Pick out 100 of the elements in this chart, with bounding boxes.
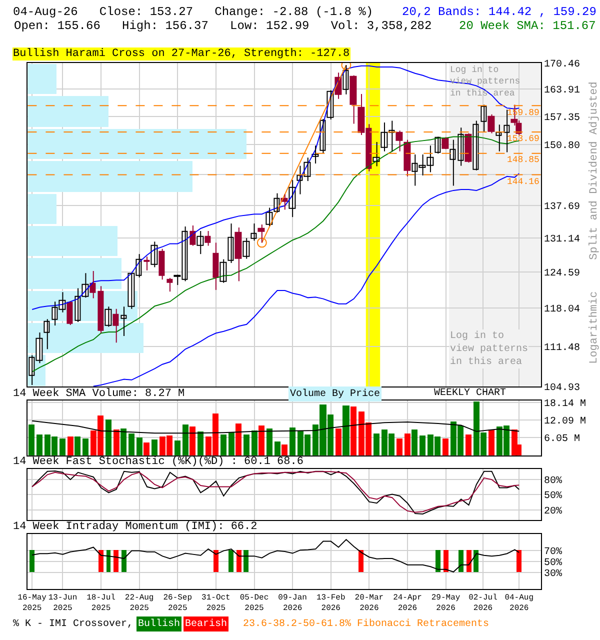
x-tick-label: 09-Jan 2026	[278, 593, 308, 613]
text: 20,2 Bands: 144.42 , 159.29	[402, 5, 596, 19]
bar	[74, 436, 81, 456]
y-tick-label: 163.91	[544, 86, 580, 97]
bar	[244, 434, 250, 456]
y-tick-label: 6.05 M	[544, 434, 580, 446]
bar	[28, 160, 193, 192]
bar	[236, 423, 242, 456]
y-tick-label: 111.48	[544, 342, 580, 354]
bar	[28, 194, 57, 224]
text: Bullish	[138, 618, 180, 630]
bar	[28, 226, 118, 256]
bar	[266, 428, 273, 456]
y-tick-label: 124.59	[544, 268, 580, 280]
y-tick-label: 50%	[544, 558, 562, 569]
bar	[28, 258, 122, 289]
ref-line-label: 153.69	[507, 134, 540, 144]
bar	[396, 438, 403, 456]
bar	[28, 128, 247, 159]
bar	[106, 419, 112, 456]
y-tick-label: 137.69	[544, 202, 580, 213]
chart-title: 14 Week Fast Stochastic (%K)(%D) : 60.1 68.6	[13, 456, 304, 468]
bar	[420, 435, 426, 456]
chart-title: 14 Week Intraday Momentum (IMI): 66.2	[13, 521, 258, 533]
text: 20 Week SMA: 151.67	[459, 19, 596, 33]
x-tick-label: 31-Oct 2025	[202, 593, 230, 613]
x-tick-label: 13-Jun 2025	[48, 593, 78, 613]
bar	[120, 428, 127, 456]
ref-line-label: 144.16	[507, 177, 540, 187]
y-tick-label: 157.35	[544, 112, 580, 124]
bar	[28, 96, 109, 127]
annotation: Log in to view patterns in this area	[450, 330, 528, 368]
bar	[220, 434, 227, 456]
bar	[336, 428, 342, 456]
bar	[152, 439, 158, 456]
x-tick-label: 26-Sep 2025	[163, 593, 192, 613]
text: Volume By Price	[290, 388, 380, 400]
chart-subtitle: Open: 155.66 High: 156.37 Low: 152.99 Vol: 3,358,282	[14, 19, 432, 33]
bar	[488, 429, 495, 456]
ref-line-label: 148.85	[507, 155, 540, 165]
y-tick-label: 131.14	[544, 234, 580, 246]
x-tick-label: 22-Aug 2025	[124, 593, 154, 613]
bar	[28, 64, 57, 94]
bar	[282, 444, 288, 456]
text: Logarithmic	[588, 291, 600, 364]
x-tick-label: 04-Aug 2026	[504, 593, 534, 613]
bar	[290, 427, 296, 456]
y-tick-label: 80%	[544, 476, 562, 487]
y-axis-title: Split and Dividend Adjusted	[588, 82, 600, 260]
bar	[442, 438, 449, 456]
y-tick-label: 30%	[544, 568, 562, 580]
y-tick-label: 70%	[544, 546, 562, 558]
bar	[350, 406, 357, 456]
candlestick	[144, 256, 150, 271]
bar	[252, 430, 258, 456]
line-series	[32, 420, 520, 434]
line-series	[32, 539, 520, 572]
bar	[128, 433, 135, 456]
x-tick-label: 16-May 2025	[18, 593, 47, 613]
bar	[60, 438, 66, 456]
bar	[36, 434, 43, 456]
bar	[114, 429, 120, 456]
bar	[28, 424, 35, 456]
x-tick-label: 24-Apr 2026	[393, 593, 422, 613]
text: 23.6-38.2-50-61.8% Fibonacci Retracements	[243, 618, 490, 630]
bar	[182, 424, 189, 456]
bar	[144, 442, 150, 456]
bar	[198, 431, 204, 456]
x-tick-label: 13-Feb 2026	[316, 593, 346, 613]
bar	[82, 438, 89, 456]
bar	[274, 441, 281, 456]
x-tick-label: 18-Jul 2025	[86, 593, 116, 613]
y-tick-label: 18.14 M	[544, 398, 586, 410]
bar	[190, 426, 196, 456]
x-tick-label: 29-May 2026	[431, 593, 460, 613]
bar	[174, 440, 181, 456]
bar	[68, 436, 74, 456]
x-tick-label: 02-Jul 2026	[468, 593, 498, 613]
chart-title: 14 Week SMA Volume: 8.27 M	[13, 388, 185, 400]
bar	[228, 432, 235, 456]
x-tick-label: 05-Dec 2025	[240, 593, 269, 613]
y-tick-label: 170.46	[544, 59, 580, 70]
x-tick-label: 20-Mar 2026	[354, 593, 384, 613]
text: WEEKLY CHART	[434, 388, 506, 399]
bar	[258, 425, 265, 456]
bar	[404, 433, 411, 456]
bar	[136, 437, 143, 456]
y-tick-label: 104.93	[544, 383, 580, 394]
y-tick-label: 50%	[544, 491, 562, 502]
y-tick-label: 118.04	[544, 304, 580, 316]
bar	[342, 405, 350, 456]
text: Bullish Harami Cross on 27-Mar-26, Strength: -127.8	[13, 48, 350, 60]
text: % K - IMI Crossover,	[13, 619, 134, 630]
chart-title: 04-Aug-26 Close: 153.27 Change: -2.88 (-1.8 %)	[13, 5, 374, 19]
y-tick-label: 12.09 M	[544, 416, 586, 428]
text: Bearish	[185, 618, 228, 630]
bar	[412, 429, 418, 456]
y-tick-label: 150.80	[544, 141, 580, 152]
y-tick-label: 20%	[544, 506, 562, 518]
bar	[466, 434, 472, 456]
